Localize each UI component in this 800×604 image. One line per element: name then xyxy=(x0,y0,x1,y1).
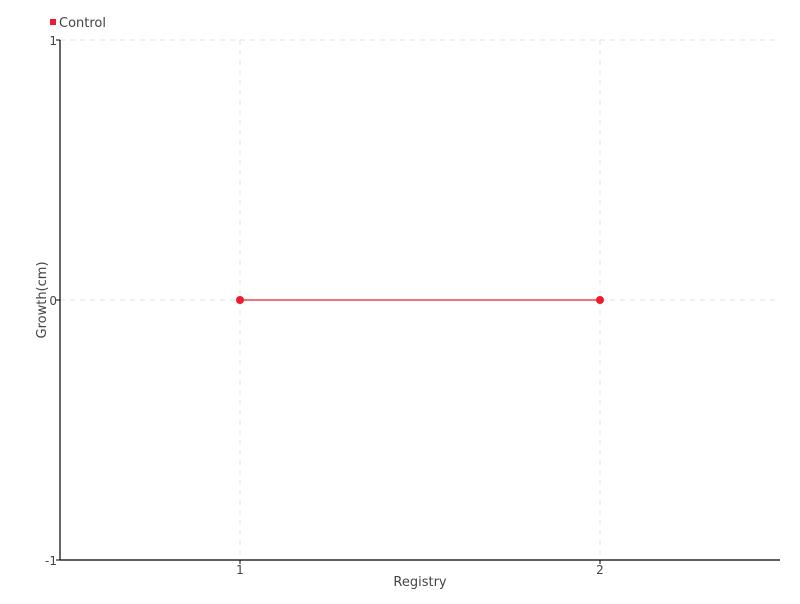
legend-label: Control xyxy=(59,16,106,31)
legend-swatch xyxy=(50,19,56,25)
x-axis-label: Registry xyxy=(393,575,447,590)
legend: Control xyxy=(50,16,106,31)
x-tick-label: 1 xyxy=(236,563,244,577)
x-tick-label: 2 xyxy=(596,563,604,577)
y-axis-label: Growth(cm) xyxy=(35,261,50,338)
y-tick-label: 0 xyxy=(49,294,57,308)
data-point xyxy=(596,296,604,304)
y-tick-label: -1 xyxy=(45,554,57,568)
data-point xyxy=(236,296,244,304)
y-tick-label: 1 xyxy=(49,34,57,48)
series xyxy=(236,296,604,304)
ticks: -1 0 1 1 2 xyxy=(45,34,604,577)
